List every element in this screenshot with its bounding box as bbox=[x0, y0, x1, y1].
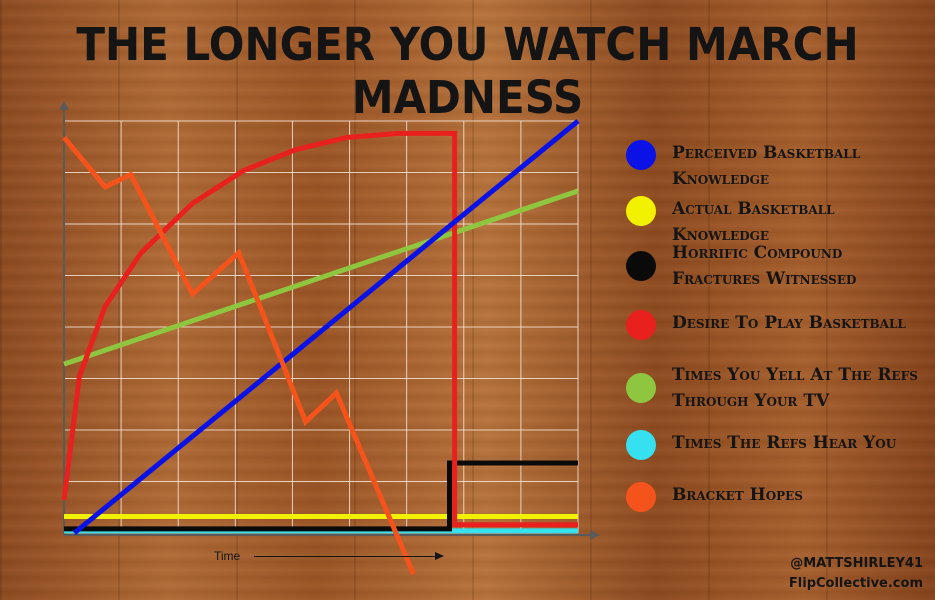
legend-swatch bbox=[626, 373, 656, 403]
legend-label: Times The Refs Hear You bbox=[672, 433, 897, 453]
credit-site: FlipCollective.com bbox=[788, 576, 923, 591]
time-arrow-line bbox=[254, 556, 436, 557]
legend-swatch bbox=[626, 430, 656, 460]
credit-handle: @MATTSHIRLEY41 bbox=[790, 556, 923, 571]
legend-swatch bbox=[626, 196, 656, 226]
legend-label: Horrific Compound Fractures Witnessed bbox=[672, 243, 857, 289]
time-axis-label: Time bbox=[214, 549, 241, 563]
legend-swatch bbox=[626, 482, 656, 512]
legend-swatch bbox=[626, 310, 656, 340]
legend-label: Bracket Hopes bbox=[672, 485, 803, 505]
legend-item: Times The Refs Hear You bbox=[626, 430, 926, 470]
time-arrowhead-icon bbox=[435, 552, 444, 560]
series-line-horrific-compound-fractures-witnessed bbox=[64, 460, 578, 532]
legend-swatch bbox=[626, 251, 656, 281]
series-line-desire-to-play-basketball bbox=[61, 130, 578, 528]
series-line-times-you-yell-at-the-refs-through-your-tv bbox=[63, 188, 579, 367]
series-line-perceived-basketball-knowledge bbox=[72, 119, 580, 535]
legend-swatch bbox=[626, 140, 656, 170]
legend-label: Times You Yell At The Refs Through Your … bbox=[672, 365, 918, 411]
legend-item: Desire To Play Basketball bbox=[626, 310, 926, 350]
chart-title: THE LONGER YOU WATCH MARCH MADNESS bbox=[76, 18, 859, 124]
legend-item: Bracket Hopes bbox=[626, 482, 926, 522]
legend-item: Horrific Compound Fractures Witnessed bbox=[626, 240, 926, 289]
x-axis-arrowhead-icon bbox=[590, 530, 600, 540]
legend-item: Times You Yell At The Refs Through Your … bbox=[626, 362, 926, 411]
legend-item: Actual Basketball Knowledge bbox=[626, 196, 926, 245]
legend-label: Actual Basketball Knowledge bbox=[672, 199, 835, 245]
series-line-bracket-hopes bbox=[62, 135, 416, 576]
legend-item: Perceived Basketball Knowledge bbox=[626, 140, 926, 189]
legend-label: Perceived Basketball Knowledge bbox=[672, 143, 861, 189]
legend-label: Desire To Play Basketball bbox=[672, 313, 906, 333]
y-axis-arrowhead-icon bbox=[59, 101, 69, 110]
